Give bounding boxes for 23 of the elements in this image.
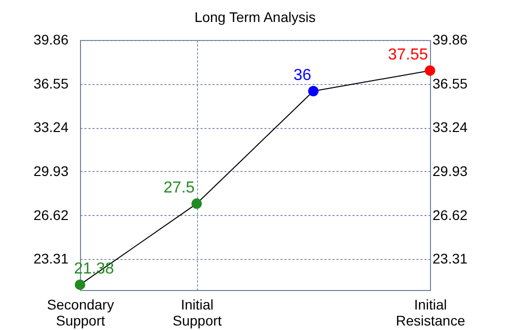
- point: [308, 86, 319, 96]
- data-label: 36: [294, 67, 312, 84]
- y2-tick-label: 29.93: [432, 162, 468, 179]
- x-tick-label: Initial Support: [172, 296, 222, 328]
- y2-tick-label: 33.24: [432, 119, 468, 136]
- point: [191, 198, 202, 209]
- y2-tick-label: 39.86: [432, 32, 468, 48]
- x-tick-label: Secondary Support: [47, 296, 114, 328]
- chart-title: Long Term Analysis: [194, 9, 316, 25]
- y-tick-label: 33.24: [33, 119, 69, 136]
- y-tick-label: 39.86: [33, 32, 69, 48]
- y2-tick-label: 36.55: [432, 75, 468, 92]
- y-tick-label: 29.93: [33, 162, 69, 179]
- point: [424, 65, 436, 76]
- x-tick-label: Initial Resistance: [396, 296, 466, 328]
- y2-tick-label: 23.31: [432, 250, 468, 267]
- y-tick-label: 36.55: [33, 75, 69, 92]
- y-tick-label: 23.31: [33, 250, 69, 267]
- data-label: 37.55: [388, 46, 428, 64]
- point: [74, 279, 86, 290]
- y2-tick-label: 26.62: [432, 206, 468, 223]
- data-label: 27.5: [164, 180, 195, 197]
- y-tick-label: 26.62: [33, 206, 69, 223]
